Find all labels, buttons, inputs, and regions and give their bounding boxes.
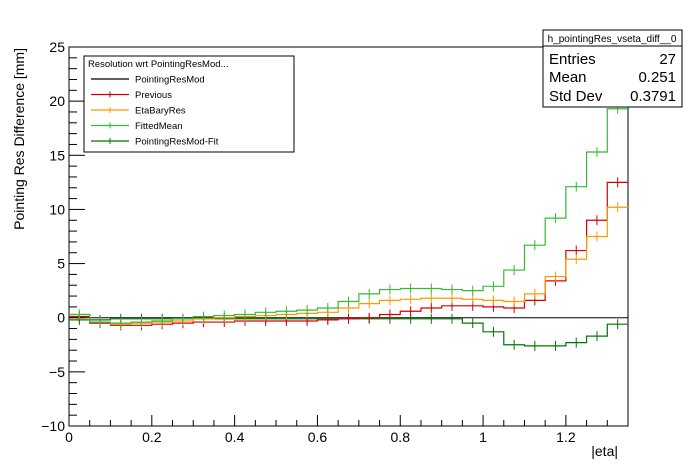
stats-box: h_pointingRes_vseta_diff__0 Entries 27 M… — [542, 29, 683, 108]
x-tick-label: 0.6 — [308, 429, 328, 445]
legend-entry: FittedMean — [91, 121, 183, 132]
stats-title: h_pointingRes_vseta_diff__0 — [548, 34, 677, 45]
legend-entry: EtaBaryRes — [91, 106, 186, 117]
x-tick-label: 1.2 — [556, 429, 576, 445]
y-tick-label: 15 — [49, 147, 65, 163]
stats-stddev-value: 0.3791 — [630, 88, 676, 105]
x-tick-label: 0.8 — [391, 429, 411, 445]
legend-entry: PointingResMod-Fit — [91, 137, 219, 148]
stats-entries-label: Entries — [549, 51, 596, 68]
stats-entries-value: 27 — [659, 51, 676, 68]
y-tick-label: 25 — [49, 39, 65, 55]
legend-label: PointingResMod — [135, 75, 205, 86]
legend-entry: Previous — [91, 90, 172, 101]
legend: Resolution wrt PointingResMod... Pointin… — [83, 55, 295, 153]
legend-label: FittedMean — [135, 121, 183, 132]
y-tick-label: 0 — [57, 310, 65, 326]
x-axis-title: |eta| — [591, 443, 618, 459]
legend-label: EtaBaryRes — [135, 106, 186, 117]
x-axis: 0 0.2 0.4 0.6 0.8 1 1.2 — [65, 415, 629, 445]
y-tick-label: 10 — [49, 201, 65, 217]
y-tick-label: 5 — [57, 256, 65, 272]
y-tick-label: 20 — [49, 93, 65, 109]
y-tick-label: −10 — [41, 418, 65, 434]
series-etabaryres — [69, 202, 628, 330]
stats-frame — [542, 29, 683, 108]
x-tick-label: 1 — [479, 429, 487, 445]
stats-stddev-label: Std Dev — [549, 88, 603, 105]
x-tick-label: 0 — [65, 429, 73, 445]
y-axis-title: Pointing Res Difference [mm] — [11, 48, 27, 230]
stats-mean-value: 0.251 — [638, 69, 676, 86]
series-line — [69, 108, 628, 324]
x-tick-label: 0.2 — [142, 429, 162, 445]
legend-entry: PointingResMod — [91, 75, 205, 86]
y-axis: 25 20 15 10 5 0 −5 −10 — [41, 39, 85, 434]
plot-frame — [68, 46, 629, 427]
legend-title: Resolution wrt PointingResMod... — [88, 59, 228, 70]
legend-label: PointingResMod-Fit — [135, 137, 219, 148]
series-layer — [69, 103, 628, 351]
legend-box — [83, 55, 295, 153]
stats-mean-label: Mean — [549, 69, 587, 86]
legend-entries: PointingResMod Previous EtaBaryRes FittedMe… — [91, 75, 219, 148]
x-tick-label: 0.4 — [225, 429, 245, 445]
y-tick-label: −5 — [49, 364, 65, 380]
legend-label: Previous — [135, 90, 172, 101]
